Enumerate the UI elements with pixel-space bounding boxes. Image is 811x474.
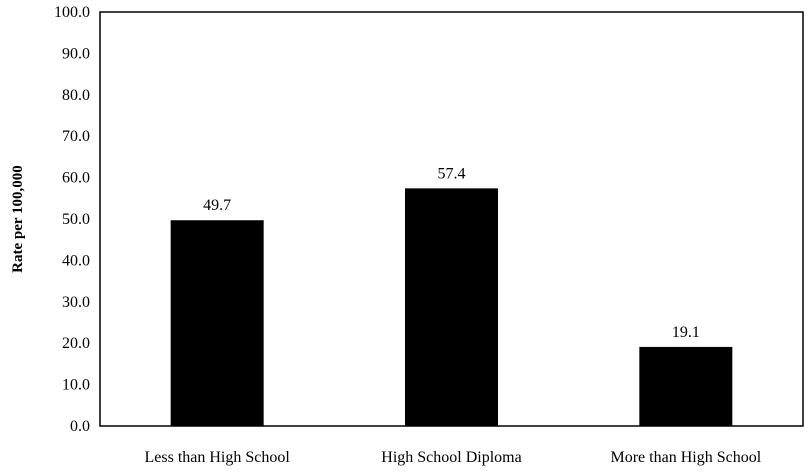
bar-data-label: 57.4 bbox=[438, 165, 466, 182]
bar bbox=[170, 220, 264, 426]
bar-data-label: 49.7 bbox=[203, 197, 231, 214]
y-tick-label: 10.0 bbox=[62, 377, 90, 394]
y-tick-label: 70.0 bbox=[62, 128, 90, 145]
bar bbox=[405, 188, 498, 426]
x-category-label: High School Diploma bbox=[381, 449, 521, 466]
data-labels: 49.7 57.4 19.1 bbox=[203, 165, 700, 341]
x-category-label: Less than High School bbox=[145, 449, 291, 466]
y-axis-title: Rate per 100,000 bbox=[10, 165, 26, 273]
bar-data-label: 19.1 bbox=[672, 324, 700, 341]
bar bbox=[639, 346, 733, 426]
y-tick-label: 60.0 bbox=[62, 170, 90, 187]
y-tick-label: 80.0 bbox=[62, 87, 90, 104]
x-category-label: More than High School bbox=[611, 449, 762, 466]
bars bbox=[170, 188, 733, 426]
y-axis-ticks: 0.0 10.0 20.0 30.0 40.0 50.0 60.0 70.0 80.0 90.0 1… bbox=[54, 4, 90, 435]
y-tick-label: 40.0 bbox=[62, 252, 90, 269]
y-tick-label: 90.0 bbox=[62, 45, 90, 62]
y-tick-label: 30.0 bbox=[62, 294, 90, 311]
plot-area-frame bbox=[99, 11, 804, 427]
y-tick-label: 20.0 bbox=[62, 335, 90, 352]
category-labels: Less than High School High School Diploma… bbox=[145, 449, 762, 466]
y-axis-title-group: Rate per 100,000 bbox=[10, 165, 26, 273]
y-tick-label: 0.0 bbox=[70, 418, 90, 435]
y-tick-label: 50.0 bbox=[62, 211, 90, 228]
y-tick-label: 100.0 bbox=[54, 4, 90, 21]
